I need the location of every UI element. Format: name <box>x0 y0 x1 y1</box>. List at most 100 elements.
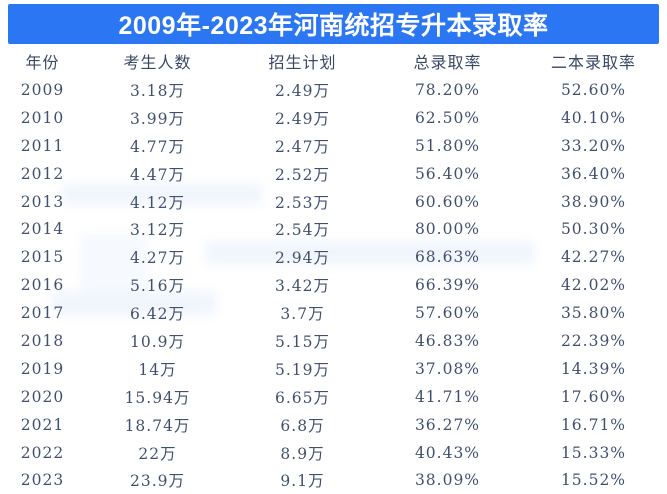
table-cell: 2.49万 <box>274 109 330 128</box>
table-cell: 4.12万 <box>129 193 185 212</box>
table-cell: 2018 <box>20 331 65 350</box>
table-cell: 3.42万 <box>274 277 330 296</box>
table-cell: 51.80% <box>414 136 481 155</box>
table-cell: 5.16万 <box>129 277 185 296</box>
table-cell: 38.09% <box>414 471 481 490</box>
table-cell: 9.1万 <box>280 472 325 491</box>
table-cell: 15.94万 <box>124 388 191 407</box>
table-cell: 33.20% <box>560 136 627 155</box>
title-banner: 2009年-2023年河南统招专升本录取率 <box>8 4 659 44</box>
table-cell: 22.39% <box>560 331 627 350</box>
table-cell: 38.90% <box>560 192 627 211</box>
table-cell: 2017 <box>20 304 65 323</box>
table-cell: 2.94万 <box>274 249 330 268</box>
table-cell: 14.39% <box>560 359 627 378</box>
table-cell: 2023 <box>20 471 65 490</box>
table-cell: 2021 <box>20 415 65 434</box>
table-cell: 68.63% <box>414 248 481 267</box>
table-row: 2021 18.74万 6.8万 36.27% 16.71% <box>0 411 667 439</box>
table-cell: 4.77万 <box>129 137 185 156</box>
table-cell: 10.9万 <box>129 332 185 351</box>
table-row: 2023 23.9万 9.1万 38.09% 15.52% <box>0 466 667 494</box>
table-cell: 5.19万 <box>274 360 330 379</box>
table-cell: 52.60% <box>560 80 627 99</box>
table-cell: 42.27% <box>560 248 627 267</box>
table-cell: 56.40% <box>414 164 481 183</box>
table-cell: 22万 <box>138 444 177 463</box>
page-title: 2009年-2023年河南统招专升本录取率 <box>118 12 549 40</box>
table-cell: 2011 <box>20 136 65 155</box>
table-cell: 3.7万 <box>280 305 325 324</box>
col-header-year: 年份 <box>25 53 60 72</box>
table-cell: 37.08% <box>414 359 481 378</box>
table-cell: 4.27万 <box>129 249 185 268</box>
table-row: 2011 4.77万 2.47万 51.80% 33.20% <box>0 132 667 160</box>
table-cell: 4.47万 <box>129 165 185 184</box>
table-cell: 2009 <box>20 80 65 99</box>
table-cell: 40.43% <box>414 443 481 462</box>
table-cell: 80.00% <box>414 220 481 239</box>
table-row: 2014 3.12万 2.54万 80.00% 50.30% <box>0 215 667 243</box>
table-cell: 36.27% <box>414 415 481 434</box>
table-cell: 2012 <box>20 164 65 183</box>
table-cell: 2019 <box>20 359 65 378</box>
table-row: 2013 4.12万 2.53万 60.60% 38.90% <box>0 188 667 216</box>
table-cell: 2013 <box>20 192 65 211</box>
table-cell: 2.49万 <box>274 81 330 100</box>
table-row: 2016 5.16万 3.42万 66.39% 42.02% <box>0 271 667 299</box>
table-cell: 2014 <box>20 220 65 239</box>
table-cell: 46.83% <box>414 331 481 350</box>
table-row: 2012 4.47万 2.52万 56.40% 36.40% <box>0 160 667 188</box>
table-header-row: 年份 考生人数 招生计划 总录取率 二本录取率 <box>0 46 667 76</box>
table-cell: 42.02% <box>560 276 627 295</box>
table-cell: 2.47万 <box>274 137 330 156</box>
table-cell: 41.71% <box>414 387 481 406</box>
table-row: 2017 6.42万 3.7万 57.60% 35.80% <box>0 299 667 327</box>
table-cell: 35.80% <box>560 304 627 323</box>
table-cell: 62.50% <box>414 108 481 127</box>
table-cell: 6.65万 <box>274 388 330 407</box>
col-header-plan: 招生计划 <box>268 53 337 72</box>
col-header-tier2-rate: 二本录取率 <box>550 53 636 72</box>
table-cell: 5.15万 <box>274 332 330 351</box>
table-cell: 78.20% <box>414 80 481 99</box>
table-cell: 16.71% <box>560 415 627 434</box>
table-row: 2022 22万 8.9万 40.43% 15.33% <box>0 439 667 467</box>
table-body: 2009 3.18万 2.49万 78.20% 52.60% 2010 3.99万 2.49万… <box>0 76 667 494</box>
table-row: 2015 4.27万 2.94万 68.63% 42.27% <box>0 243 667 271</box>
table-cell: 2.54万 <box>274 221 330 240</box>
table-row: 2019 14万 5.19万 37.08% 14.39% <box>0 355 667 383</box>
table-cell: 6.8万 <box>280 416 325 435</box>
table-cell: 8.9万 <box>280 444 325 463</box>
table-cell: 2020 <box>20 387 65 406</box>
table-cell: 60.60% <box>414 192 481 211</box>
table-cell: 17.60% <box>560 387 627 406</box>
table-cell: 2016 <box>20 276 65 295</box>
table-cell: 2010 <box>20 108 65 127</box>
col-header-total-rate: 总录取率 <box>413 53 482 72</box>
table-cell: 2.52万 <box>274 165 330 184</box>
table-cell: 57.60% <box>414 304 481 323</box>
table-cell: 3.18万 <box>129 81 185 100</box>
table-cell: 36.40% <box>560 164 627 183</box>
table-cell: 40.10% <box>560 108 627 127</box>
table-cell: 3.12万 <box>129 221 185 240</box>
table-row: 2009 3.18万 2.49万 78.20% 52.60% <box>0 76 667 104</box>
table-cell: 3.99万 <box>129 109 185 128</box>
table-row: 2020 15.94万 6.65万 41.71% 17.60% <box>0 383 667 411</box>
table-cell: 23.9万 <box>129 472 185 491</box>
admission-rate-table: 年份 考生人数 招生计划 总录取率 二本录取率 2009 3.18万 2.49万 78… <box>0 46 667 494</box>
table-cell: 18.74万 <box>124 416 191 435</box>
col-header-candidates: 考生人数 <box>123 53 192 72</box>
table-row: 2018 10.9万 5.15万 46.83% 22.39% <box>0 327 667 355</box>
table-cell: 14万 <box>138 360 177 379</box>
table-cell: 15.52% <box>560 471 627 490</box>
table-row: 2010 3.99万 2.49万 62.50% 40.10% <box>0 104 667 132</box>
table-cell: 66.39% <box>414 276 481 295</box>
table-cell: 2.53万 <box>274 193 330 212</box>
table-cell: 2015 <box>20 248 65 267</box>
table-cell: 6.42万 <box>129 305 185 324</box>
table-cell: 2022 <box>20 443 65 462</box>
table-cell: 50.30% <box>560 220 627 239</box>
table-cell: 15.33% <box>560 443 627 462</box>
